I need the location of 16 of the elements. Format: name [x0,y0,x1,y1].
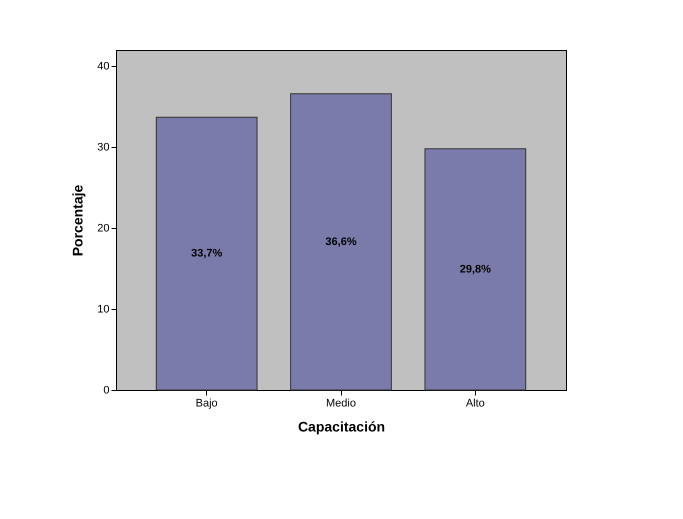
x-axis-title: Capacitación [298,418,386,434]
y-tick-label: 10 [97,304,110,316]
bar [156,116,258,390]
y-tick-label: 0 [103,384,110,396]
x-tick-label: Medio [326,398,356,410]
data-label: 29,8% [460,263,492,276]
y-tick-label: 20 [97,222,110,235]
data-label: 36,6% [325,236,357,248]
y-axis-title: Porcentaje [69,184,86,256]
x-tick-label: Alto [466,398,485,410]
bar [290,93,392,390]
data-label: 33,7% [191,248,222,260]
y-tick-label: 30 [97,142,110,154]
y-tick-label: 40 [97,60,110,73]
x-tick-label: Bajo [196,398,218,410]
bar [424,148,526,390]
